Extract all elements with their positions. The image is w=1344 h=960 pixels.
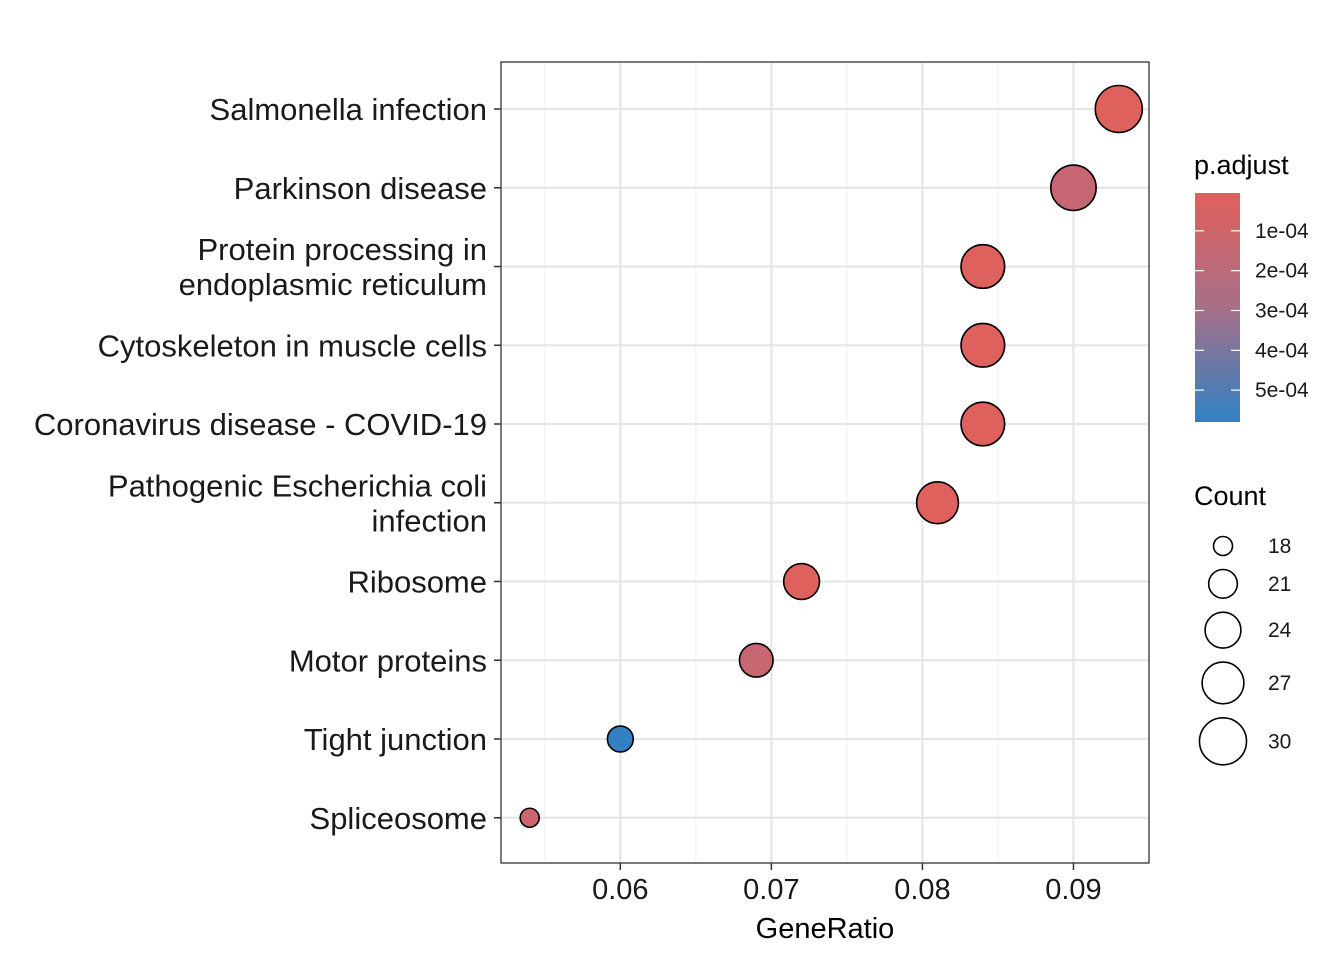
size-legend-title: Count: [1194, 481, 1267, 511]
color-legend-title: p.adjust: [1194, 150, 1289, 180]
color-legend-label: 4e-04: [1255, 339, 1309, 362]
y-category-label: Coronavirus disease - COVID-19: [34, 407, 487, 442]
y-category-label: infection: [372, 503, 487, 538]
size-legend: Count 18 21 24 27 30: [1194, 481, 1292, 766]
x-tick-label: 0.07: [743, 874, 799, 906]
color-legend-label: 1e-04: [1255, 220, 1309, 243]
y-category-label: endoplasmic reticulum: [179, 267, 487, 302]
data-point: [738, 642, 774, 678]
data-point: [606, 725, 635, 753]
data-points: [519, 84, 1144, 829]
data-point: [915, 481, 960, 525]
y-category-label: Parkinson disease: [234, 171, 487, 206]
data-point: [1050, 164, 1097, 212]
data-point: [960, 322, 1006, 368]
y-category-label: Pathogenic Escherichia coli: [108, 468, 487, 503]
color-legend-label: 5e-04: [1255, 379, 1309, 402]
data-point: [1094, 84, 1144, 134]
color-legend-ticks: 1e-04 2e-04 3e-04 4e-04 5e-04: [1195, 220, 1309, 402]
x-axis-title: GeneRatio: [756, 913, 895, 945]
size-legend-label: 24: [1268, 619, 1292, 642]
size-legend-key: [1207, 568, 1239, 599]
color-legend-label: 2e-04: [1255, 260, 1309, 283]
y-category-label: Salmonella infection: [210, 92, 487, 127]
axes: 0.06 0.07 0.08 0.09 Salmonella infection Park…: [34, 92, 1102, 906]
y-category-label: Ribosome: [347, 565, 487, 600]
y-category-label: Motor proteins: [289, 643, 487, 678]
size-legend-key: [1201, 661, 1245, 705]
data-point: [782, 562, 821, 601]
size-legend-key: [1212, 535, 1234, 557]
plot-panel-border: [500, 61, 1150, 864]
data-point: [960, 401, 1006, 447]
size-legend-label: 21: [1268, 573, 1291, 596]
color-legend: p.adjust 1e-04 2e-04 3e-04 4e-04 5e-04: [1194, 150, 1309, 422]
y-category-label: Protein processing in: [198, 232, 488, 267]
y-category-label: Cytoskeleton in muscle cells: [98, 328, 487, 363]
color-legend-bar: [1195, 193, 1240, 422]
size-legend-key: [1204, 611, 1242, 649]
grid-lines: [501, 62, 1149, 863]
size-legend-label: 18: [1268, 535, 1291, 558]
y-category-label: Tight junction: [304, 722, 487, 757]
size-legend-label: 27: [1268, 672, 1291, 695]
data-point: [960, 243, 1006, 290]
x-tick-label: 0.06: [592, 874, 648, 906]
size-legend-key: [1198, 717, 1248, 766]
size-legend-label: 30: [1268, 730, 1291, 753]
size-legend-items: 18 21 24 27 30: [1198, 535, 1292, 766]
x-tick-label: 0.09: [1045, 874, 1101, 906]
y-category-label: Spliceosome: [310, 801, 487, 836]
data-point: [519, 807, 540, 829]
color-legend-label: 3e-04: [1255, 299, 1309, 322]
x-tick-label: 0.08: [894, 874, 950, 906]
